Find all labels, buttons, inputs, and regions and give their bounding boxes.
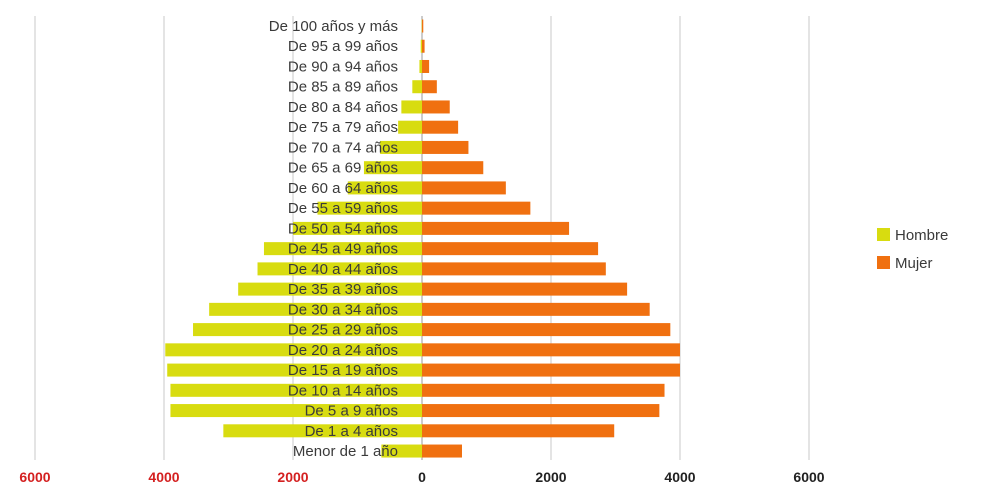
bar-hombre-de-70-a-74-anos xyxy=(380,140,422,154)
legend-label-hombre: Hombre xyxy=(895,227,948,244)
bar-mujer-de-60-a-64-anos xyxy=(422,181,506,195)
category-label-de-50-a-54-anos: De 50 a 54 años xyxy=(288,220,398,237)
bar-mujer-de-30-a-34-anos xyxy=(422,302,650,316)
bar-mujer-de-85-a-89-anos xyxy=(422,80,437,94)
bar-mujer-de-5-a-9-anos xyxy=(422,404,660,418)
x-tick-label: 0 xyxy=(418,469,426,484)
bar-mujer-de-10-a-14-anos xyxy=(422,383,665,397)
legend-label-mujer: Mujer xyxy=(895,255,933,272)
bar-hombre-de-10-a-14-anos xyxy=(170,383,422,397)
bar-hombre-de-85-a-89-anos xyxy=(412,80,422,94)
bar-hombre-menor-de-1-ano xyxy=(381,444,422,458)
category-label-de-75-a-79-anos: De 75 a 79 años xyxy=(288,119,398,136)
category-label-de-100-anos-y-mas: De 100 años y más xyxy=(269,18,398,35)
category-label-de-1-a-4-anos: De 1 a 4 años xyxy=(305,423,398,440)
bars xyxy=(165,19,680,458)
bar-mujer-de-40-a-44-anos xyxy=(422,262,606,276)
bar-hombre-de-15-a-19-anos xyxy=(167,363,422,377)
x-tick-label: 6000 xyxy=(19,469,50,484)
bar-hombre-de-65-a-69-anos xyxy=(363,161,422,175)
category-label-de-30-a-34-anos: De 30 a 34 años xyxy=(288,301,398,318)
x-tick-label: 2000 xyxy=(535,469,566,484)
bar-mujer-de-80-a-84-anos xyxy=(422,100,450,114)
category-label-de-25-a-29-anos: De 25 a 29 años xyxy=(288,322,398,339)
category-label-de-15-a-19-anos: De 15 a 19 años xyxy=(288,362,398,379)
category-label-de-45-a-49-anos: De 45 a 49 años xyxy=(288,241,398,258)
category-label-de-85-a-89-anos: De 85 a 89 años xyxy=(288,79,398,96)
bar-hombre-de-20-a-24-anos xyxy=(165,343,423,357)
x-axis-ticks: 6000 4000 2000 0 2000 4000 6000 xyxy=(19,469,824,484)
bar-mujer-de-90-a-94-anos xyxy=(422,59,430,73)
legend-swatch-mujer xyxy=(877,256,890,269)
bar-mujer-de-20-a-24-anos xyxy=(422,343,680,357)
bar-mujer-de-1-a-4-anos xyxy=(422,424,615,438)
x-tick-label: 4000 xyxy=(664,469,695,484)
bar-hombre-de-55-a-59-anos xyxy=(317,201,422,215)
bar-hombre-de-40-a-44-anos xyxy=(257,262,422,276)
category-label-de-60-a-64-anos: De 60 a 64 años xyxy=(288,180,398,197)
bar-hombre-de-95-a-99-anos xyxy=(420,39,422,53)
bar-mujer-de-50-a-54-anos xyxy=(422,221,570,235)
bar-mujer-de-95-a-99-anos xyxy=(422,39,425,53)
x-tick-label: 2000 xyxy=(277,469,308,484)
bar-mujer-de-65-a-69-anos xyxy=(422,161,484,175)
category-labels: De 100 años y más De 95 a 99 años De 90 a … xyxy=(269,18,398,460)
category-label-de-65-a-69-anos: De 65 a 69 años xyxy=(288,160,398,177)
bar-mujer-de-15-a-19-anos xyxy=(422,363,680,377)
category-label-de-70-a-74-anos: De 70 a 74 años xyxy=(288,139,398,156)
category-label-de-20-a-24-anos: De 20 a 24 años xyxy=(288,342,398,359)
category-label-de-5-a-9-anos: De 5 a 9 años xyxy=(305,403,398,420)
bar-hombre-de-80-a-84-anos xyxy=(401,100,422,114)
category-label-de-55-a-59-anos: De 55 a 59 años xyxy=(288,200,398,217)
legend-swatch-hombre xyxy=(877,228,890,241)
category-label-de-40-a-44-anos: De 40 a 44 años xyxy=(288,261,398,278)
category-label-de-90-a-94-anos: De 90 a 94 años xyxy=(288,58,398,75)
bar-hombre-de-50-a-54-anos xyxy=(293,221,422,235)
bar-mujer-de-55-a-59-anos xyxy=(422,201,531,215)
bar-mujer-de-100-anos-y-mas xyxy=(422,19,424,33)
bar-hombre-de-35-a-39-anos xyxy=(238,282,422,296)
bar-hombre-de-25-a-29-anos xyxy=(193,323,422,337)
x-tick-label: 4000 xyxy=(148,469,179,484)
bar-hombre-de-75-a-79-anos xyxy=(398,120,422,134)
bar-mujer-de-75-a-79-anos xyxy=(422,120,459,134)
bar-mujer-de-45-a-49-anos xyxy=(422,242,599,256)
bar-hombre-de-60-a-64-anos xyxy=(347,181,422,195)
bar-mujer-menor-de-1-ano xyxy=(422,444,462,458)
bar-hombre-de-45-a-49-anos xyxy=(263,242,422,256)
category-label-menor-de-1-ano: Menor de 1 año xyxy=(293,443,398,460)
category-label-de-35-a-39-anos: De 35 a 39 años xyxy=(288,281,398,298)
bar-mujer-de-35-a-39-anos xyxy=(422,282,628,296)
category-label-de-95-a-99-anos: De 95 a 99 años xyxy=(288,38,398,55)
bar-mujer-de-70-a-74-anos xyxy=(422,140,469,154)
category-label-de-80-a-84-anos: De 80 a 84 años xyxy=(288,99,398,116)
bar-hombre-de-5-a-9-anos xyxy=(170,404,422,418)
bar-hombre-de-30-a-34-anos xyxy=(209,302,422,316)
bar-hombre-de-1-a-4-anos xyxy=(223,424,422,438)
category-label-de-10-a-14-anos: De 10 a 14 años xyxy=(288,382,398,399)
x-tick-label: 6000 xyxy=(793,469,824,484)
legend: Hombre Mujer xyxy=(877,227,948,272)
bar-mujer-de-25-a-29-anos xyxy=(422,323,671,337)
bar-hombre-de-90-a-94-anos xyxy=(419,59,422,73)
